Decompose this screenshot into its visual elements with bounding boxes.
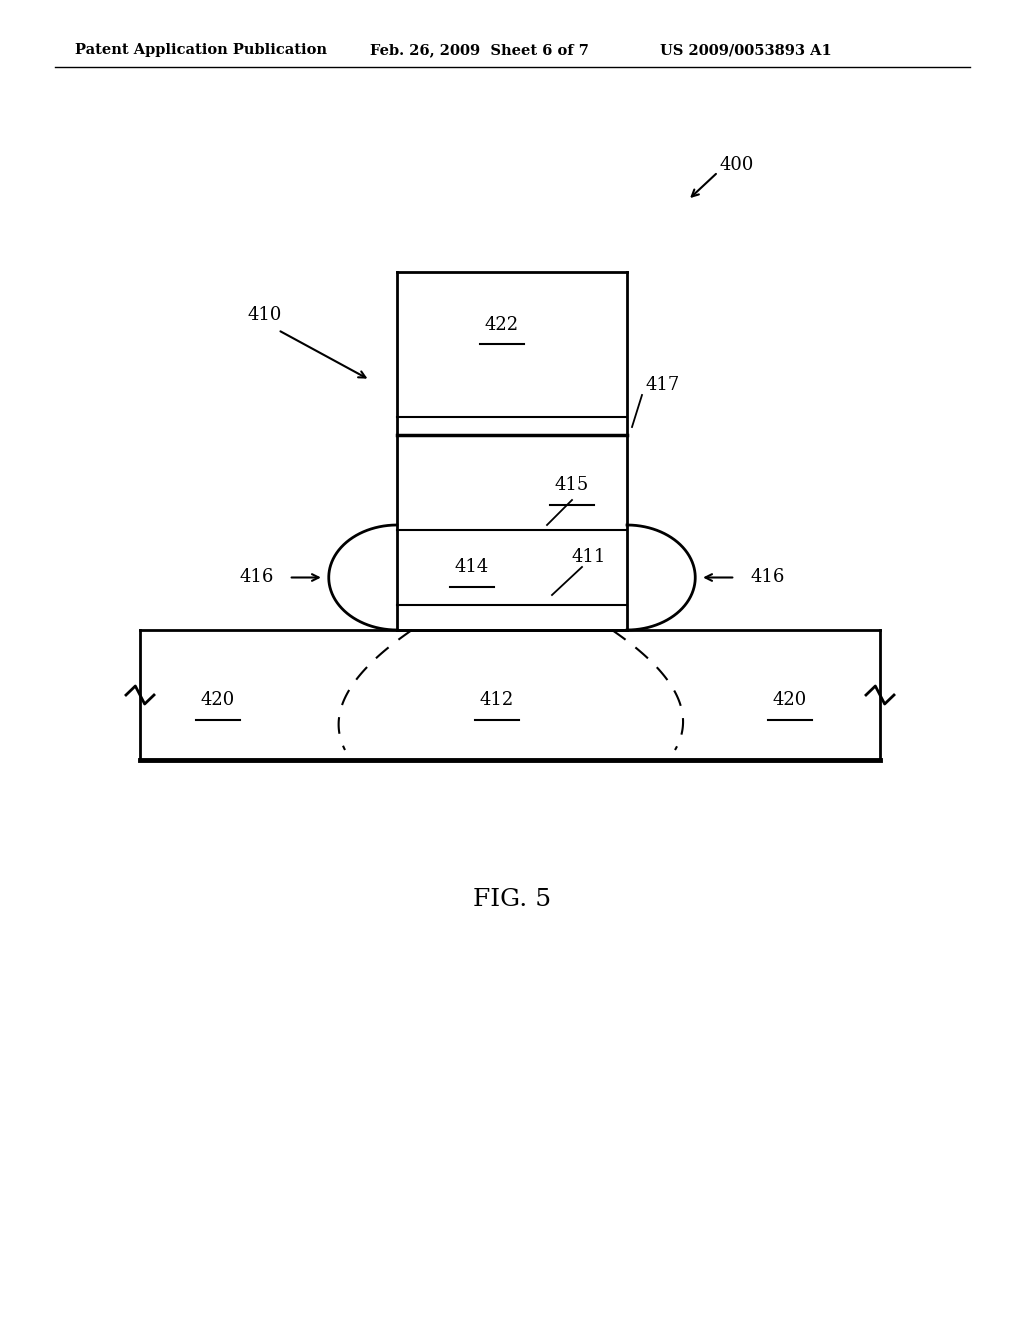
Text: 414: 414 <box>455 558 489 577</box>
Text: 410: 410 <box>248 306 283 323</box>
Text: 417: 417 <box>645 376 679 393</box>
Text: 416: 416 <box>751 569 784 586</box>
Text: 412: 412 <box>480 690 514 709</box>
Text: Feb. 26, 2009  Sheet 6 of 7: Feb. 26, 2009 Sheet 6 of 7 <box>370 44 589 57</box>
Text: 422: 422 <box>485 315 519 334</box>
Text: 420: 420 <box>201 690 236 709</box>
Text: 411: 411 <box>572 548 606 566</box>
Text: 400: 400 <box>720 156 755 174</box>
Text: Patent Application Publication: Patent Application Publication <box>75 44 327 57</box>
Text: 420: 420 <box>773 690 807 709</box>
Text: FIG. 5: FIG. 5 <box>473 888 551 912</box>
Text: US 2009/0053893 A1: US 2009/0053893 A1 <box>660 44 831 57</box>
Text: 416: 416 <box>240 569 273 586</box>
Text: 415: 415 <box>555 477 589 494</box>
